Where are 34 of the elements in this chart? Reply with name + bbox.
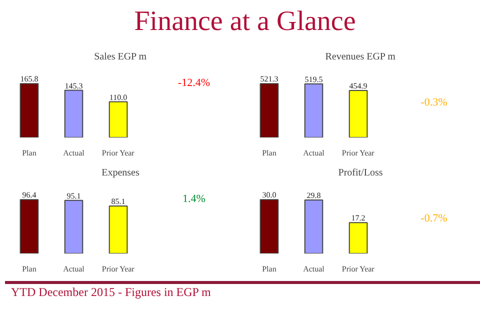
x-tick-label: Plan [22, 148, 36, 158]
x-tick-label: Actual [63, 148, 86, 158]
chart-title: Profit/Loss [338, 168, 383, 178]
x-tick-label: Actual [303, 264, 326, 274]
x-tick-label: Prior Year [102, 264, 135, 274]
data-label: 17.2 [351, 214, 366, 223]
x-tick-label: Prior Year [342, 264, 375, 274]
data-label: 454.9 [349, 82, 368, 91]
data-label: 521.3 [260, 74, 278, 84]
chart-title: Expenses [102, 168, 140, 178]
x-tick-label: Plan [262, 148, 276, 158]
data-label: 95.1 [66, 191, 81, 200]
x-tick-label: Plan [22, 264, 36, 274]
data-label: 165.8 [20, 74, 38, 84]
x-tick-label: Prior Year [102, 148, 135, 158]
x-tick-label: Plan [262, 264, 276, 274]
data-label: 85.1 [111, 196, 126, 206]
data-label: 519.5 [304, 74, 323, 84]
x-tick-label: Prior Year [342, 148, 375, 158]
data-label: 96.4 [22, 190, 36, 200]
data-label: 30.0 [262, 190, 276, 200]
text: -0.7% [420, 212, 448, 224]
data-label: 110.0 [109, 92, 128, 102]
chart-title: Revenues EGP m [325, 52, 396, 62]
x-tick-label: Actual [63, 264, 86, 274]
chart-title: Sales EGP m [94, 52, 147, 62]
text: Finance at a Glance [134, 5, 356, 39]
data-label: 29.8 [306, 191, 321, 200]
x-tick-label: Actual [303, 148, 326, 158]
text: -12.4% [178, 76, 210, 89]
text: -0.3% [420, 96, 448, 108]
text: YTD December 2015 - Figures in EGP m [11, 284, 211, 300]
data-label: 145.3 [64, 81, 83, 90]
text: 1.4% [182, 192, 206, 205]
